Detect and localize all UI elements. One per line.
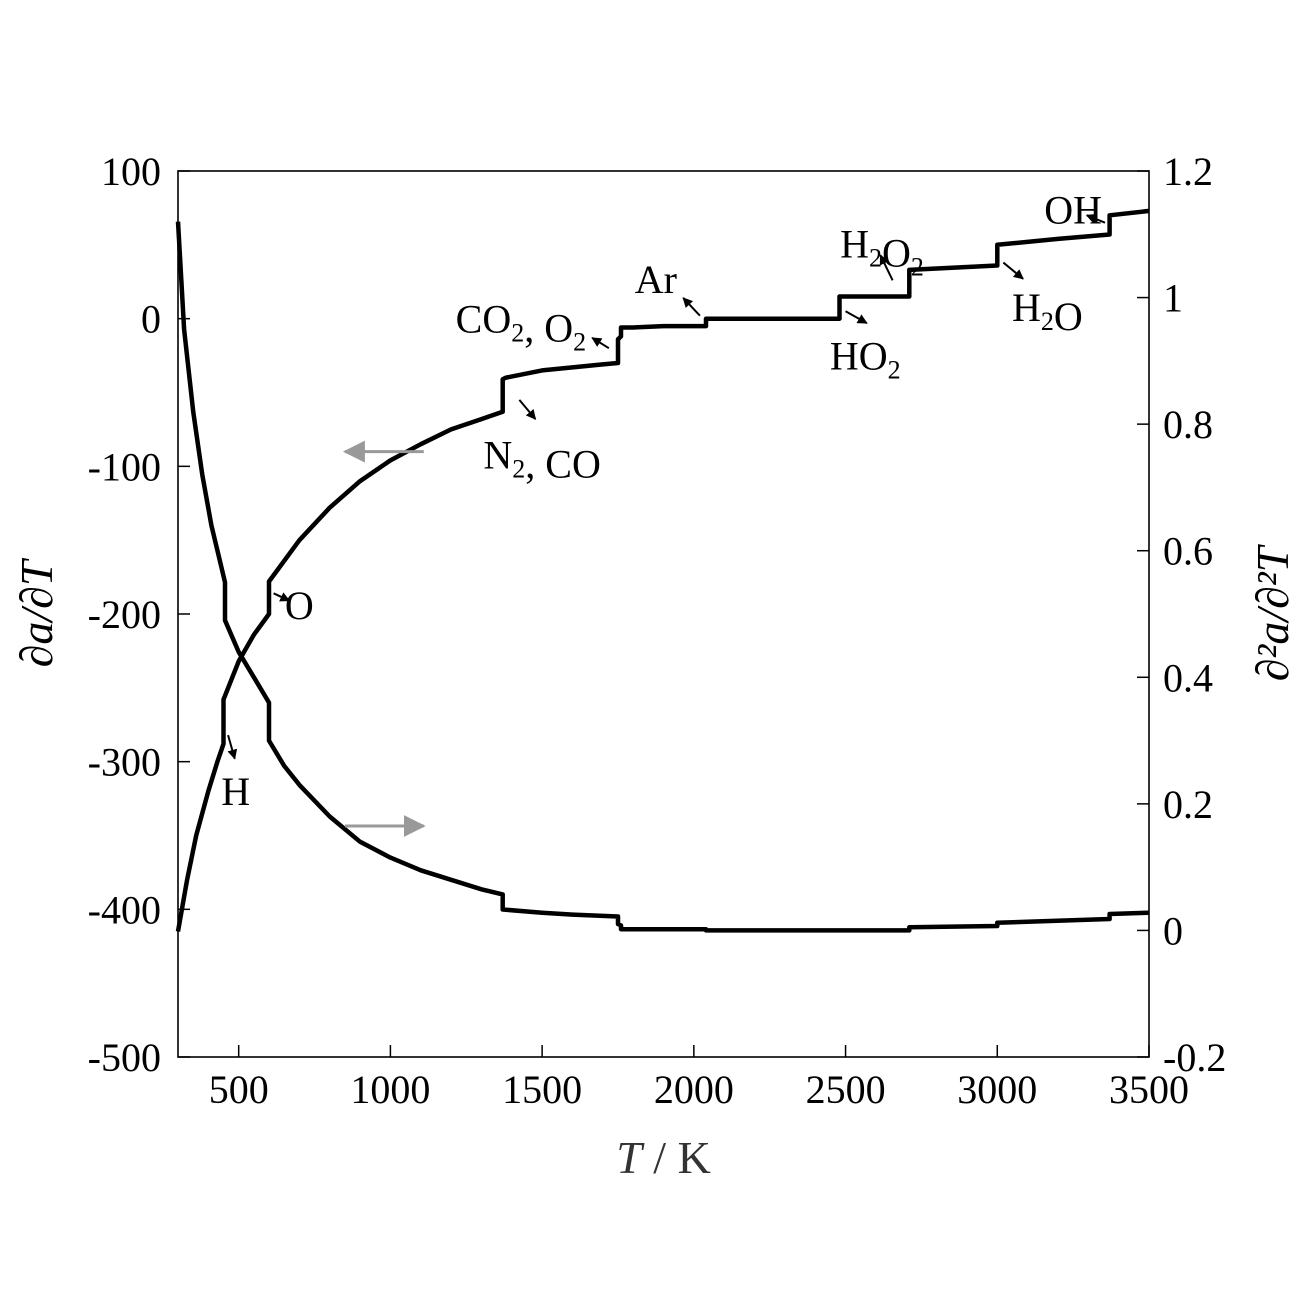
y-right-tick-label: 0.4 [1163, 655, 1213, 700]
y-left-tick-label: -500 [88, 1035, 161, 1080]
x-tick-label: 2500 [806, 1067, 886, 1112]
annotation-arrow [273, 592, 291, 602]
x-tick-label: 500 [209, 1067, 269, 1112]
y-left-tick-label: -300 [88, 740, 161, 785]
x-axis-label: T / K [616, 1132, 711, 1183]
annotation-label: N2, CO [483, 433, 600, 487]
annotation-arrow [845, 310, 868, 324]
y-right-tick-label: 0 [1163, 908, 1183, 953]
annotation-arrow [227, 734, 238, 760]
y-right-tick-label: 0.6 [1163, 529, 1213, 574]
annotation-arrow [591, 337, 610, 350]
annotation-arrow [518, 399, 537, 420]
series-line-left [175, 208, 1150, 932]
annotation-label: O [285, 583, 314, 628]
y-right-tick-label: 1.2 [1163, 149, 1213, 194]
y-axis-label-left: ∂a/∂T [11, 557, 62, 667]
y-right-tick-label: 1 [1163, 276, 1183, 321]
series-line-right [175, 221, 1150, 933]
x-axis-variable: T [616, 1132, 645, 1183]
x-tick-label: 3500 [1109, 1067, 1189, 1112]
ticks: 500 1000 1500 2000 2500 3000 35001000-100-200-… [88, 149, 1227, 1112]
annotation-arrow [1085, 214, 1106, 224]
y-left-tick-label: -100 [88, 444, 161, 489]
x-axis-unit: / K [642, 1132, 711, 1183]
y-right-tick-label: 0.8 [1163, 402, 1213, 447]
y-right-tick-label: 0.2 [1163, 782, 1213, 827]
x-tick-label: 1500 [502, 1067, 582, 1112]
annotation-arrow [682, 297, 701, 317]
direction-arrows [342, 440, 426, 838]
x-tick-label: 2000 [654, 1067, 734, 1112]
annotation-arrow [879, 254, 894, 281]
y-left-tick-label: 0 [141, 297, 161, 342]
y-left-tick-label: -400 [88, 887, 161, 932]
x-tick-label: 3000 [957, 1067, 1037, 1112]
annotation-arrow [1002, 261, 1024, 280]
annotation-label: H [221, 769, 250, 814]
series-layer [175, 208, 1150, 933]
annotation-label: HO2 [830, 334, 901, 385]
annotation-label: H2O [1012, 285, 1083, 339]
y-axis-label-right: ∂²a/∂²T [1247, 543, 1298, 681]
annotation-label: OH [1044, 187, 1102, 232]
y-left-tick-label: 100 [101, 149, 161, 194]
annotation-label: Ar [635, 257, 677, 302]
annotation-label: H2O2 [840, 221, 924, 281]
y-right-tick-label: -0.2 [1163, 1035, 1226, 1080]
x-tick-label: 1000 [350, 1067, 430, 1112]
annotation-label: CO2, O2 [456, 297, 586, 357]
y-left-tick-label: -200 [88, 592, 161, 637]
